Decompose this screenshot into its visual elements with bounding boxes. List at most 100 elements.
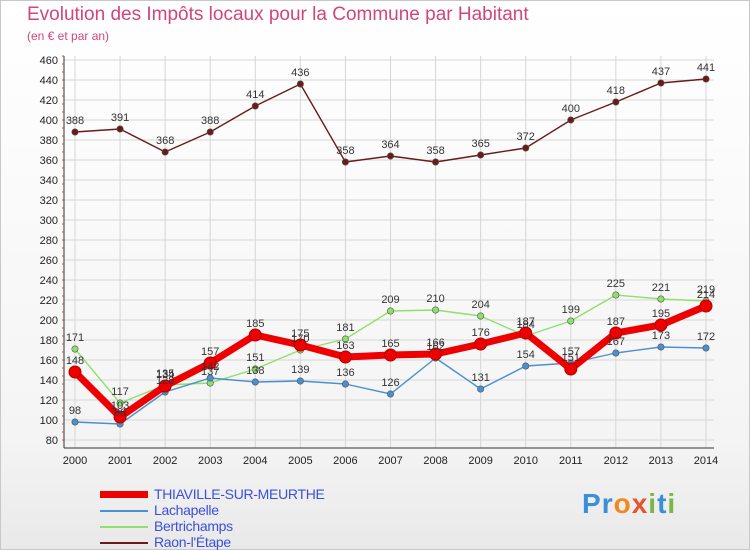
data-label-lachapelle: 167 <box>607 336 625 348</box>
data-label-bertrichamps: 137 <box>201 366 219 378</box>
logo-letter: t <box>657 488 668 519</box>
data-point-thiaville <box>384 348 397 362</box>
logo-letter: o <box>613 488 632 519</box>
data-label-thiaville: 187 <box>607 316 625 328</box>
data-point-lachapelle <box>612 349 620 357</box>
x-tick-label: 2011 <box>559 455 583 467</box>
y-tick-label: 100 <box>40 415 58 427</box>
x-tick-label: 2005 <box>288 455 312 467</box>
data-label-thiaville: 163 <box>336 340 354 352</box>
data-label-bertrichamps: 171 <box>66 332 84 344</box>
data-point-raon <box>161 148 169 156</box>
x-tick-label: 2004 <box>243 455 267 467</box>
logo-letter: r <box>601 488 614 519</box>
data-label-bertrichamps: 184 <box>517 319 535 331</box>
data-point-raon <box>477 151 485 159</box>
data-point-lachapelle <box>657 343 665 351</box>
data-point-bertrichamps <box>116 399 124 407</box>
data-point-lachapelle <box>341 380 349 388</box>
data-point-raon <box>702 75 710 83</box>
data-label-raon: 441 <box>697 62 715 74</box>
data-point-raon <box>341 158 349 166</box>
chart-subtitle: (en € et par an) <box>27 29 110 43</box>
data-label-lachapelle: 162 <box>426 341 444 353</box>
data-point-lachapelle <box>386 390 394 398</box>
data-label-raon: 364 <box>381 139 399 151</box>
data-point-bertrichamps <box>432 306 440 314</box>
data-point-bertrichamps <box>477 312 485 320</box>
data-label-bertrichamps: 210 <box>426 293 444 305</box>
legend-swatch-thiaville <box>100 491 148 498</box>
data-label-lachapelle: 96 <box>114 407 126 419</box>
data-label-bertrichamps: 204 <box>471 299 489 311</box>
data-point-raon <box>296 80 304 88</box>
data-label-bertrichamps: 151 <box>246 352 264 364</box>
data-label-raon: 391 <box>111 112 129 124</box>
data-point-lachapelle <box>296 377 304 385</box>
y-tick-label: 440 <box>40 75 58 87</box>
data-point-lachapelle <box>477 385 485 393</box>
data-label-raon: 358 <box>426 145 444 157</box>
y-tick-label: 180 <box>40 335 58 347</box>
data-point-thiaville <box>248 328 262 342</box>
y-tick-label: 200 <box>40 315 58 327</box>
logo-letter: x <box>631 488 649 519</box>
data-point-raon <box>657 79 665 87</box>
data-label-thiaville: 214 <box>697 289 715 301</box>
legend-swatch-bertrichamps <box>100 526 148 528</box>
x-tick-label: 2007 <box>378 455 402 467</box>
data-point-raon <box>71 128 79 136</box>
data-point-lachapelle <box>251 378 259 386</box>
data-label-raon: 400 <box>562 103 580 115</box>
y-tick-label: 140 <box>40 375 58 387</box>
data-label-lachapelle: 136 <box>336 367 354 379</box>
data-point-thiaville <box>158 379 172 393</box>
y-tick-label: 240 <box>40 275 58 287</box>
data-label-thiaville: 151 <box>562 352 580 364</box>
data-label-raon: 418 <box>607 85 625 97</box>
data-label-raon: 436 <box>291 67 309 79</box>
data-label-thiaville: 103 <box>111 400 129 412</box>
data-label-bertrichamps: 219 <box>697 284 715 296</box>
data-label-raon: 388 <box>66 115 84 127</box>
data-label-lachapelle: 128 <box>156 375 174 387</box>
data-label-lachapelle: 139 <box>291 364 309 376</box>
data-point-bertrichamps <box>657 295 665 303</box>
y-tick-label: 80 <box>46 435 58 447</box>
data-label-thiaville: 166 <box>426 337 444 349</box>
y-tick-label: 300 <box>40 215 58 227</box>
data-label-bertrichamps: 117 <box>111 386 129 398</box>
y-tick-label: 360 <box>40 155 58 167</box>
y-tick-label: 460 <box>40 55 58 67</box>
data-point-lachapelle <box>206 374 214 382</box>
proxiti-logo: Proxiti <box>582 488 676 520</box>
data-label-lachapelle: 131 <box>471 372 489 384</box>
data-point-raon <box>432 158 440 166</box>
data-label-raon: 358 <box>336 145 354 157</box>
x-tick-label: 2002 <box>153 455 177 467</box>
data-point-raon <box>251 102 259 110</box>
data-point-thiaville <box>519 326 533 340</box>
data-point-bertrichamps <box>612 291 620 299</box>
data-label-lachapelle: 172 <box>697 331 715 343</box>
data-point-lachapelle <box>702 344 710 352</box>
data-label-thiaville: 165 <box>381 338 399 350</box>
x-tick-label: 2003 <box>198 455 222 467</box>
y-tick-label: 320 <box>40 195 58 207</box>
data-point-thiaville <box>113 410 127 424</box>
data-point-thiaville <box>429 347 443 361</box>
data-label-bertrichamps: 170 <box>291 333 309 345</box>
data-label-thiaville: 176 <box>471 327 489 339</box>
data-label-thiaville: 187 <box>517 316 535 328</box>
data-label-raon: 388 <box>201 115 219 127</box>
y-tick-label: 260 <box>40 255 58 267</box>
data-label-raon: 372 <box>517 131 535 143</box>
x-tick-label: 2006 <box>333 455 357 467</box>
data-label-thiaville: 157 <box>201 346 219 358</box>
data-label-lachapelle: 154 <box>517 349 535 361</box>
x-tick-label: 2001 <box>108 455 132 467</box>
data-label-raon: 368 <box>156 135 174 147</box>
data-point-thiaville <box>338 350 352 364</box>
data-point-raon <box>386 152 394 160</box>
